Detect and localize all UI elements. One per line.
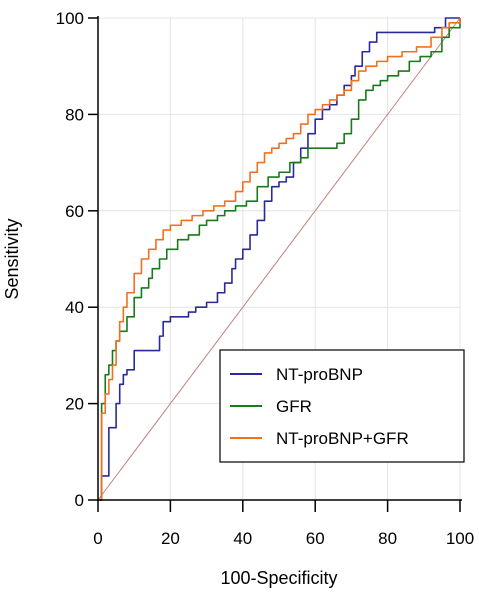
x-tick-label-0: 0	[93, 529, 102, 548]
series-line-1	[98, 18, 461, 501]
y-tick-label-1: 20	[65, 395, 84, 414]
x-axis-title: 100-Specificity	[220, 568, 337, 588]
series-line-0	[98, 17, 460, 501]
x-tick-label-2: 40	[233, 529, 252, 548]
legend-label-1: GFR	[276, 397, 312, 416]
y-tick-label-4: 80	[65, 105, 84, 124]
x-tick-label-3: 60	[306, 529, 325, 548]
tick-labels: 0 20 40 60 80 100 0 20 40 60 80 100	[56, 9, 475, 548]
y-tick-label-2: 40	[65, 298, 84, 317]
y-axis-title: Sensitivity	[2, 218, 22, 299]
axes	[88, 16, 462, 512]
reference-diagonal-line	[97, 17, 461, 501]
x-tick-label-4: 80	[378, 529, 397, 548]
series-line-2	[98, 18, 461, 501]
y-tick-label-0: 0	[75, 491, 84, 510]
y-tick-label-3: 60	[65, 202, 84, 221]
x-tick-label-1: 20	[161, 529, 180, 548]
legend-label-0: NT-proBNP	[276, 365, 363, 384]
y-tick-label-5: 100	[56, 9, 84, 28]
series-group	[98, 17, 461, 501]
legend-label-2: NT-proBNP+GFR	[276, 429, 409, 448]
x-tick-label-5: 100	[446, 529, 474, 548]
legend: NT-proBNP GFR NT-proBNP+GFR	[219, 349, 465, 463]
